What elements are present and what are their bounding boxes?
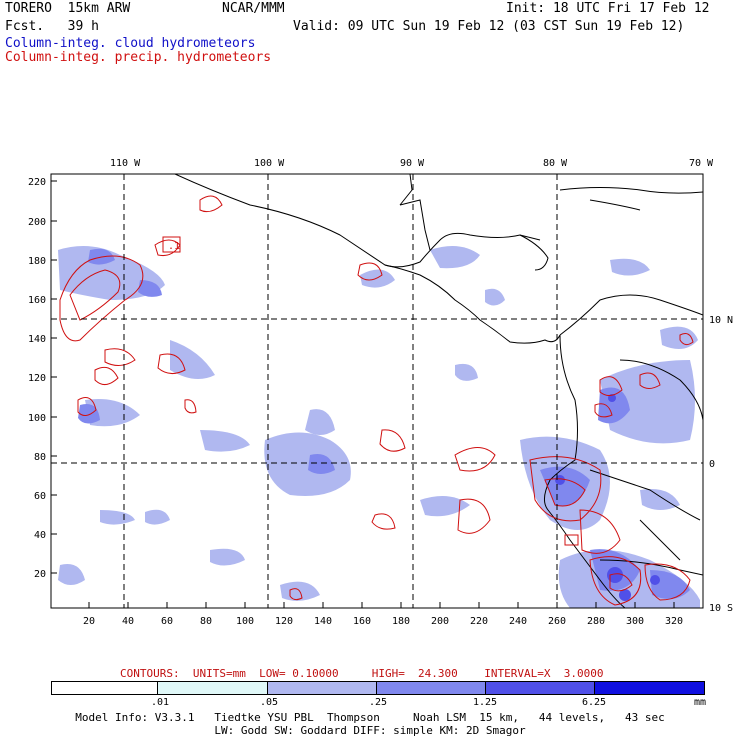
lat-label-10s: 10 S xyxy=(709,603,733,614)
y-tick: 200 xyxy=(28,217,46,228)
x-tick: 200 xyxy=(431,616,449,627)
precip-contours xyxy=(59,195,694,606)
x-tick: 280 xyxy=(587,616,605,627)
y-tick: 100 xyxy=(28,413,46,424)
x-tick: 60 xyxy=(161,616,173,627)
model-physics: LW: Godd SW: Goddard DIFF: simple KM: 2D… xyxy=(214,724,526,737)
x-tick: 140 xyxy=(314,616,332,627)
colorbar-label: .05 xyxy=(260,697,279,708)
colorbar-segment xyxy=(268,682,377,694)
lat-label-10n: 10 N xyxy=(709,315,733,326)
y-tick: 180 xyxy=(28,256,46,267)
map-frame xyxy=(50,173,704,609)
y-tick: 140 xyxy=(28,334,46,345)
lon-label-80w: 80 W xyxy=(543,158,568,169)
x-tick: 300 xyxy=(626,616,644,627)
graticule xyxy=(51,174,703,608)
y-tick: 160 xyxy=(28,295,46,306)
coastlines xyxy=(174,174,703,608)
y-tick: 80 xyxy=(34,452,46,463)
y-tick: 60 xyxy=(34,491,46,502)
model-info: Model Info: V3.3.1 Tiedtke YSU PBL Thomp… xyxy=(75,711,665,724)
x-tick: 120 xyxy=(275,616,293,627)
y-tick: 20 xyxy=(34,569,46,580)
contour-label: .1 xyxy=(168,241,180,252)
colorbar-segment xyxy=(52,682,158,694)
hydrometeor-shading xyxy=(58,246,700,608)
lon-label-90w: 90 W xyxy=(400,158,425,169)
contour-low: LOW= 0.10000 xyxy=(259,667,339,680)
y-tick: 120 xyxy=(28,373,46,384)
center-label: NCAR/MMM xyxy=(222,1,285,16)
colorbar-segment xyxy=(377,682,486,694)
colorbar-segment xyxy=(595,682,704,694)
legend-precip: Column-integ. precip. hydrometeors xyxy=(5,50,272,65)
x-tick: 160 xyxy=(353,616,371,627)
colorbar-segment xyxy=(158,682,268,694)
x-tick: 100 xyxy=(236,616,254,627)
y-tick: 40 xyxy=(34,530,46,541)
colorbar-label: .01 xyxy=(151,697,170,708)
x-tick: 80 xyxy=(200,616,212,627)
contour-high: HIGH= 24.300 xyxy=(371,667,458,680)
contour-units: UNITS=mm xyxy=(192,667,246,680)
contour-title: CONTOURS: xyxy=(120,667,180,680)
legend-cloud: Column-integ. cloud hydrometeors xyxy=(5,36,256,51)
colorbar-label: 1.25 xyxy=(473,697,498,708)
x-tick: 40 xyxy=(122,616,134,627)
x-tick: 180 xyxy=(392,616,410,627)
init-time: Init: 18 UTC Fri 17 Feb 12 xyxy=(506,1,710,16)
x-tick: 260 xyxy=(548,616,566,627)
model-title: TORERO 15km ARW xyxy=(5,1,131,16)
valid-time: Valid: 09 UTC Sun 19 Feb 12 (03 CST Sun … xyxy=(293,19,685,34)
tick-marks xyxy=(51,180,675,608)
colorbar-unit: mm xyxy=(694,697,707,708)
contour-info: CONTOURS: UNITS=mm LOW= 0.10000 HIGH= 24… xyxy=(120,667,604,680)
lat-label-0: 0 xyxy=(709,459,715,470)
x-tick: 20 xyxy=(83,616,95,627)
forecast-hour: Fcst. 39 h xyxy=(5,19,99,34)
colorbar-label: .25 xyxy=(369,697,388,708)
lon-label-70w: 70 W xyxy=(689,158,714,169)
colorbar-label: 6.25 xyxy=(582,697,607,708)
lon-label-110w: 110 W xyxy=(110,158,141,169)
x-tick: 220 xyxy=(470,616,488,627)
x-tick: 240 xyxy=(509,616,527,627)
x-tick: 320 xyxy=(665,616,683,627)
y-tick: 220 xyxy=(28,177,46,188)
contour-interval: INTERVAL=X 3.0000 xyxy=(484,667,604,680)
colorbar-segment xyxy=(486,682,595,694)
lon-label-100w: 100 W xyxy=(254,158,285,169)
colorbar xyxy=(51,681,705,695)
